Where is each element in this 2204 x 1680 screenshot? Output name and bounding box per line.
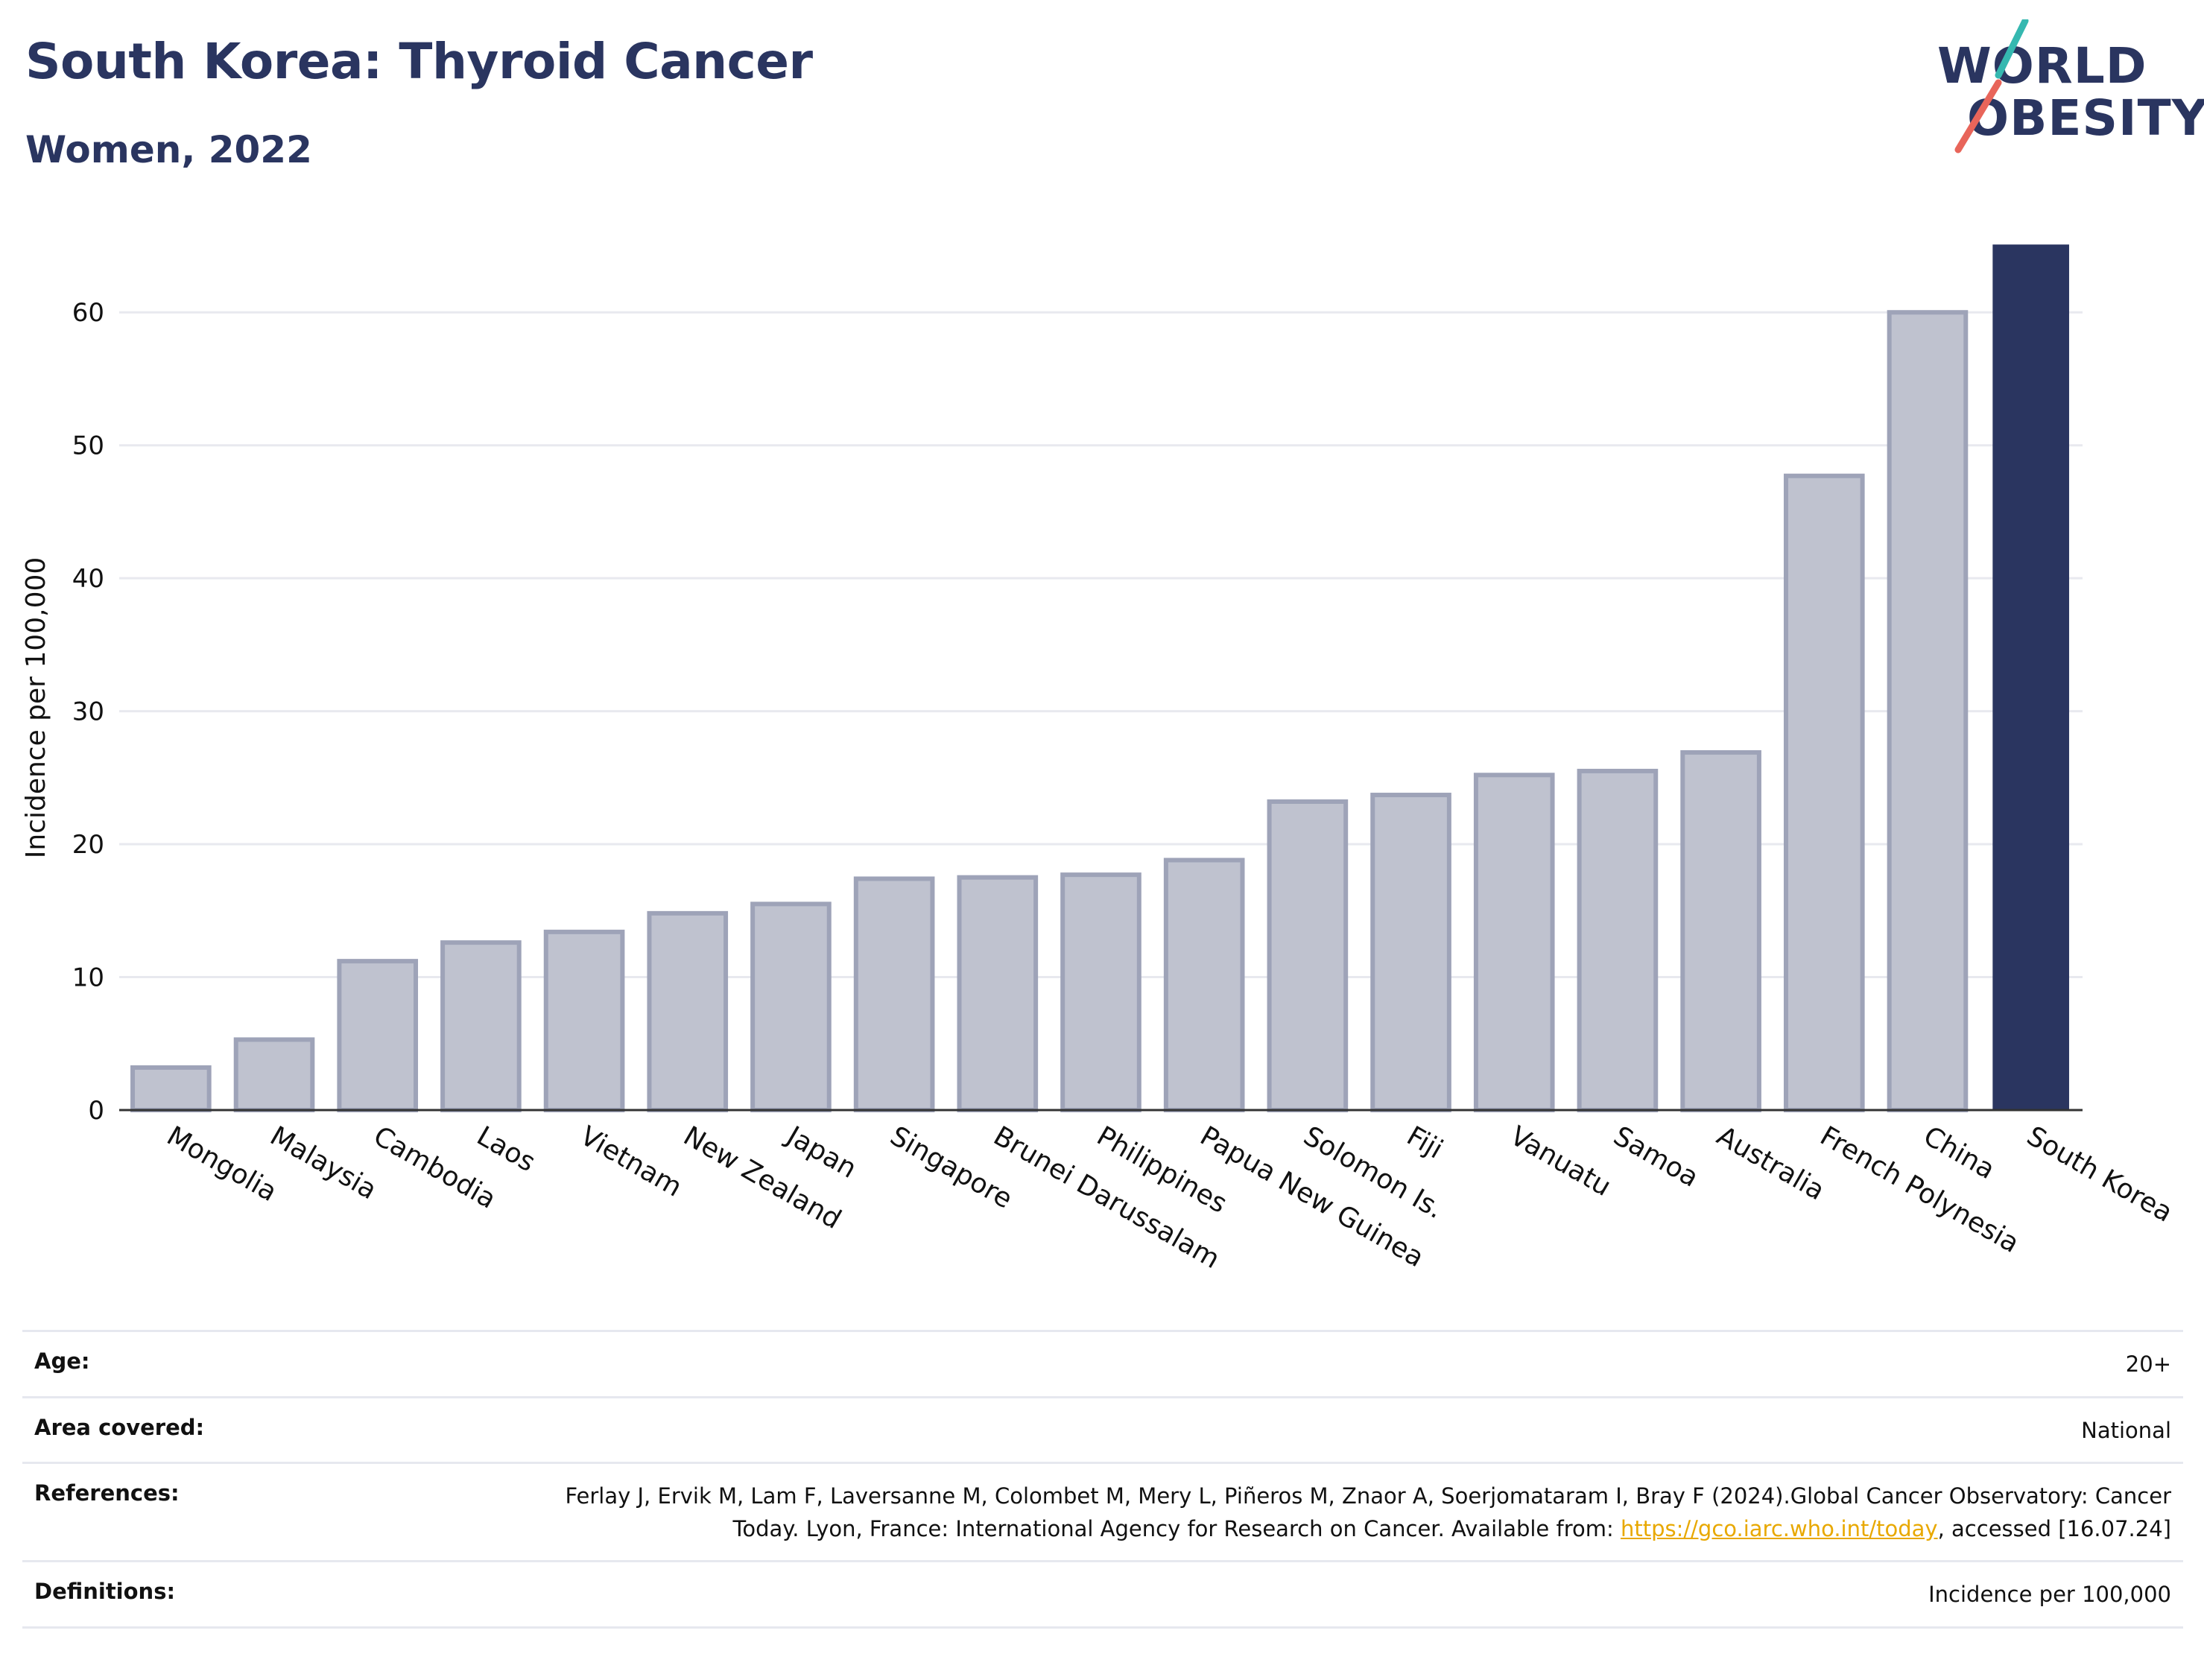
y-tick-label: 50	[72, 431, 104, 461]
reference-link[interactable]: https://gco.iarc.who.int/today	[1620, 1515, 1938, 1541]
bar[interactable]	[1163, 858, 1245, 1112]
bar[interactable]	[440, 940, 522, 1112]
y-tick-label: 0	[88, 1096, 104, 1126]
x-tick-label: Samoa	[1608, 1120, 1703, 1194]
x-tick-label: Vanuatu	[1505, 1120, 1616, 1202]
x-tick-label: Japan	[780, 1120, 861, 1185]
meta-row-definitions: Definitions: Incidence per 100,000	[22, 1560, 2183, 1629]
bar[interactable]	[1577, 768, 1659, 1113]
bar[interactable]	[1992, 244, 2069, 1111]
metadata-table: Age: 20+ Area covered: National Referenc…	[22, 1330, 2183, 1629]
bar[interactable]	[853, 876, 935, 1112]
x-tick-label: Mongolia	[162, 1120, 282, 1208]
meta-row-age: Age: 20+	[22, 1330, 2183, 1396]
x-tick-label: Vietnam	[575, 1120, 687, 1203]
x-tick-label: Australia	[1711, 1120, 1829, 1206]
logo-line-2: OBESITY	[1967, 89, 2204, 147]
meta-value: Incidence per 100,000	[1928, 1582, 2171, 1607]
bar[interactable]	[543, 929, 625, 1113]
meta-value: 20+	[2125, 1351, 2171, 1377]
y-tick-label: 30	[72, 697, 104, 727]
bars	[130, 244, 2069, 1113]
bar[interactable]	[1680, 749, 1761, 1112]
y-tick-label: 40	[72, 564, 104, 594]
chart-subtitle: Women, 2022	[25, 128, 312, 171]
y-axis-title: Incidence per 100,000	[21, 557, 51, 859]
x-tick-label: Fiji	[1402, 1120, 1448, 1165]
logo-line-1: WORLD	[1937, 37, 2147, 95]
bar[interactable]	[1060, 872, 1141, 1112]
bar[interactable]	[647, 910, 729, 1113]
bar[interactable]	[233, 1037, 315, 1113]
reference-text: Ferlay J, Ervik M, Lam F, Laversanne M, …	[565, 1483, 2171, 1541]
meta-label: Area covered:	[34, 1414, 205, 1440]
meta-row-references: References: Ferlay J, Ervik M, Lam F, La…	[22, 1462, 2183, 1560]
x-tick-label: South Korea	[2021, 1120, 2177, 1229]
bar[interactable]	[337, 959, 419, 1112]
meta-label: Definitions:	[34, 1579, 176, 1604]
x-tick-label: French Polynesia	[1815, 1120, 2024, 1259]
bar[interactable]	[957, 875, 1039, 1112]
meta-label: References:	[34, 1480, 180, 1506]
bar[interactable]	[750, 901, 832, 1113]
logo-slash-icon	[1954, 19, 2029, 153]
bar[interactable]	[1370, 793, 1451, 1112]
x-tick-label: China	[1918, 1120, 2000, 1185]
meta-value: Ferlay J, Ervik M, Lam F, Laversanne M, …	[517, 1480, 2171, 1545]
meta-value: National	[2081, 1417, 2171, 1443]
x-tick-label: Malaysia	[265, 1120, 382, 1205]
chart-title: South Korea: Thyroid Cancer	[25, 33, 813, 90]
bar[interactable]	[1267, 799, 1349, 1112]
y-axis-ticks: 0 10 20 30 40 50 60	[72, 298, 104, 1126]
bar[interactable]	[1887, 310, 1969, 1113]
bar[interactable]	[1473, 773, 1555, 1113]
meta-row-area: Area covered: National	[22, 1395, 2183, 1462]
bar[interactable]	[130, 1065, 212, 1113]
reference-accessed: , accessed [16.07.24]	[1937, 1515, 2171, 1541]
y-tick-label: 10	[72, 963, 104, 993]
x-tick-label: Laos	[472, 1120, 540, 1178]
bar[interactable]	[1783, 473, 1865, 1112]
meta-label: Age:	[34, 1348, 90, 1374]
y-tick-label: 60	[72, 298, 104, 328]
world-obesity-logo: WORLD OBESITY	[1937, 19, 2204, 161]
y-tick-label: 20	[72, 830, 104, 860]
